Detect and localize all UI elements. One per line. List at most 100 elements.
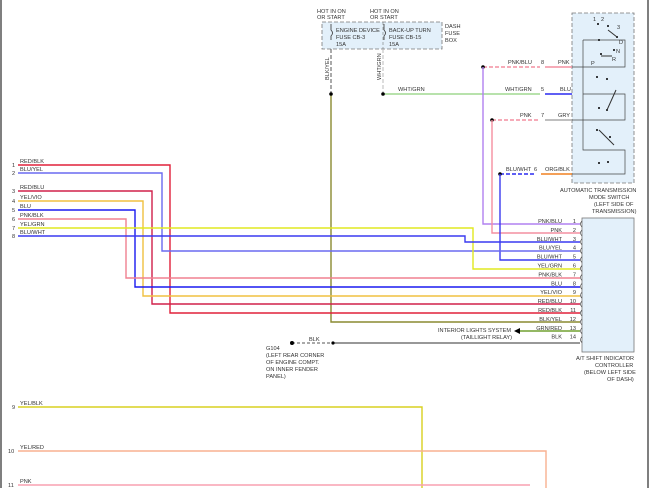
ground-label: OF ENGINE COMPT. <box>266 360 320 366</box>
position-label: R <box>612 57 616 63</box>
wire-number: 8 <box>12 234 15 240</box>
hot-label: OR START <box>317 15 345 21</box>
wire-number: 7 <box>12 226 15 232</box>
wire-number: 9 <box>12 405 15 411</box>
left-harness <box>18 165 580 488</box>
wire-label: YEL/GRN <box>20 222 45 228</box>
mode-switch-label: (LEFT SIDE OF <box>594 202 634 208</box>
wire-pnk <box>492 120 580 233</box>
fuse-label: BACK-UP TURN <box>389 28 431 34</box>
left-wire-labels: 1RED/BLK2BLU/YEL3RED/BLU4YEL/VIO5BLU6PNK… <box>8 159 46 488</box>
pin-wire-label: BLU/WHT <box>537 255 563 261</box>
pin-wire-label: PNK/BLU <box>538 219 562 225</box>
wire-label: GRY <box>558 113 570 119</box>
wire-label: PNK <box>20 479 32 485</box>
switch-connectors: PNK/BLU 8 PNK WHT/GRN 5 BLU PNK 7 GRY BL… <box>481 60 572 176</box>
wire-label: WHT/GRN <box>398 87 425 93</box>
ground-label: G104 <box>266 346 280 352</box>
fuse-label: 15A <box>336 42 346 48</box>
pin-number: 7 <box>541 113 544 119</box>
pin-wire-label: BLU <box>551 281 562 287</box>
mode-switch-label: AUTOMATIC TRANSMISSION <box>560 188 636 194</box>
pin-number: 11 <box>570 308 576 314</box>
dash-fuse-box: HOT IN ON OR START HOT IN ON OR START EN… <box>317 9 461 94</box>
wire-label: YEL/BLK <box>20 401 43 407</box>
wire-number: 4 <box>12 199 15 205</box>
wire-label: RED/BLU <box>20 185 44 191</box>
fuse-label: 15A <box>389 42 399 48</box>
wire-label: RED/BLK <box>20 159 44 165</box>
wire-label: ORG/BLK <box>545 167 570 173</box>
pin-number: 8 <box>541 60 544 66</box>
position-label: D <box>619 40 623 46</box>
wire-label: BLU/WHT <box>20 230 46 236</box>
wire-label: YEL/VIO <box>20 195 42 201</box>
pin-number: 10 <box>570 299 576 305</box>
arrow-icon <box>514 328 520 334</box>
pin-number: 2 <box>573 228 576 234</box>
position-label: P <box>591 61 595 67</box>
position-label: N <box>616 49 620 55</box>
pin-wire-label: RED/BLU <box>538 299 562 305</box>
position-label: 3 <box>617 25 620 31</box>
fuse-label: ENGINE DEVICE <box>336 28 380 34</box>
wire-label: BLU/YEL <box>20 167 43 173</box>
pin-number: 6 <box>573 264 576 270</box>
pin-wire-label: PNK/BLK <box>538 272 562 278</box>
interior-lights-label: (TAILLIGHT RELAY) <box>461 335 512 341</box>
wire-label: WHT/GRN <box>377 53 383 80</box>
wire-blk-yel <box>331 94 580 322</box>
wire-label: BLK/YEL <box>325 57 331 80</box>
wire-label: PNK/BLU <box>508 60 532 66</box>
hot-label: OR START <box>370 15 398 21</box>
pin-wire-label: YEL/VIO <box>540 290 562 296</box>
wire-number: 10 <box>8 449 14 455</box>
controller-label: CONTROLLER <box>595 363 633 369</box>
pin-number: 6 <box>534 167 537 173</box>
ground-label: PANEL) <box>266 374 286 380</box>
wire-number: 3 <box>12 189 15 195</box>
ground-icon <box>290 341 294 345</box>
pin-wire-label: PNK <box>550 228 562 234</box>
ground-label: (LEFT REAR CORNER <box>266 353 324 359</box>
controller-pin-labels: PNK/BLU1PNK2BLU/WHT3BLU/YEL4BLU/WHT5YEL/… <box>536 219 582 343</box>
fuse-label: FUSE CB-15 <box>389 35 421 41</box>
pin-number: 9 <box>573 290 576 296</box>
pin-number: 5 <box>573 255 576 261</box>
shift-indicator-controller: A/T SHIFT INDICATOR CONTROLLER (BELOW LE… <box>576 218 636 383</box>
wire-label: BLK <box>309 337 320 343</box>
wire-label: PNK <box>520 113 532 119</box>
pin-number: 8 <box>573 281 576 287</box>
pin-number: 7 <box>573 272 576 278</box>
wire-number: 5 <box>12 208 15 214</box>
mode-switch-label: MODE SWITCH <box>589 195 629 201</box>
pin-wire-label: BLK <box>551 335 562 341</box>
wire-number: 11 <box>8 483 14 488</box>
pin-number: 3 <box>573 237 576 243</box>
fuse-box-label: DASH <box>445 24 461 30</box>
fuse-label: FUSE CB-3 <box>336 35 365 41</box>
controller-label: OF DASH) <box>607 377 634 383</box>
ground-label: ON INNER FENDER <box>266 367 318 373</box>
wire-label: PNK <box>558 60 570 66</box>
wire-number: 2 <box>12 171 15 177</box>
mode-switch: 1 2 3 D N R P AUTOMATIC TRANSMISSION MOD… <box>560 13 637 215</box>
controller-label: (BELOW LEFT SIDE <box>584 370 636 376</box>
fuse-box-label: FUSE <box>445 31 460 37</box>
pin-wire-label: RED/BLK <box>538 308 562 314</box>
pin-number: 5 <box>541 87 544 93</box>
pin-number: 12 <box>570 317 576 323</box>
wire-label: BLU <box>560 87 571 93</box>
mode-switch-label: TRANSMISSION) <box>592 209 637 215</box>
wire-label: BLU/WHT <box>506 167 532 173</box>
position-label: 1 <box>593 17 596 23</box>
wire-number: 6 <box>12 217 15 223</box>
wire-label: PNK/BLK <box>20 213 44 219</box>
pin-number: 1 <box>573 219 576 225</box>
wire-label: WHT/GRN <box>505 87 532 93</box>
wire-label: YEL/RED <box>20 445 44 451</box>
pin-number: 14 <box>570 335 576 341</box>
controller-label: A/T SHIFT INDICATOR <box>576 356 634 362</box>
